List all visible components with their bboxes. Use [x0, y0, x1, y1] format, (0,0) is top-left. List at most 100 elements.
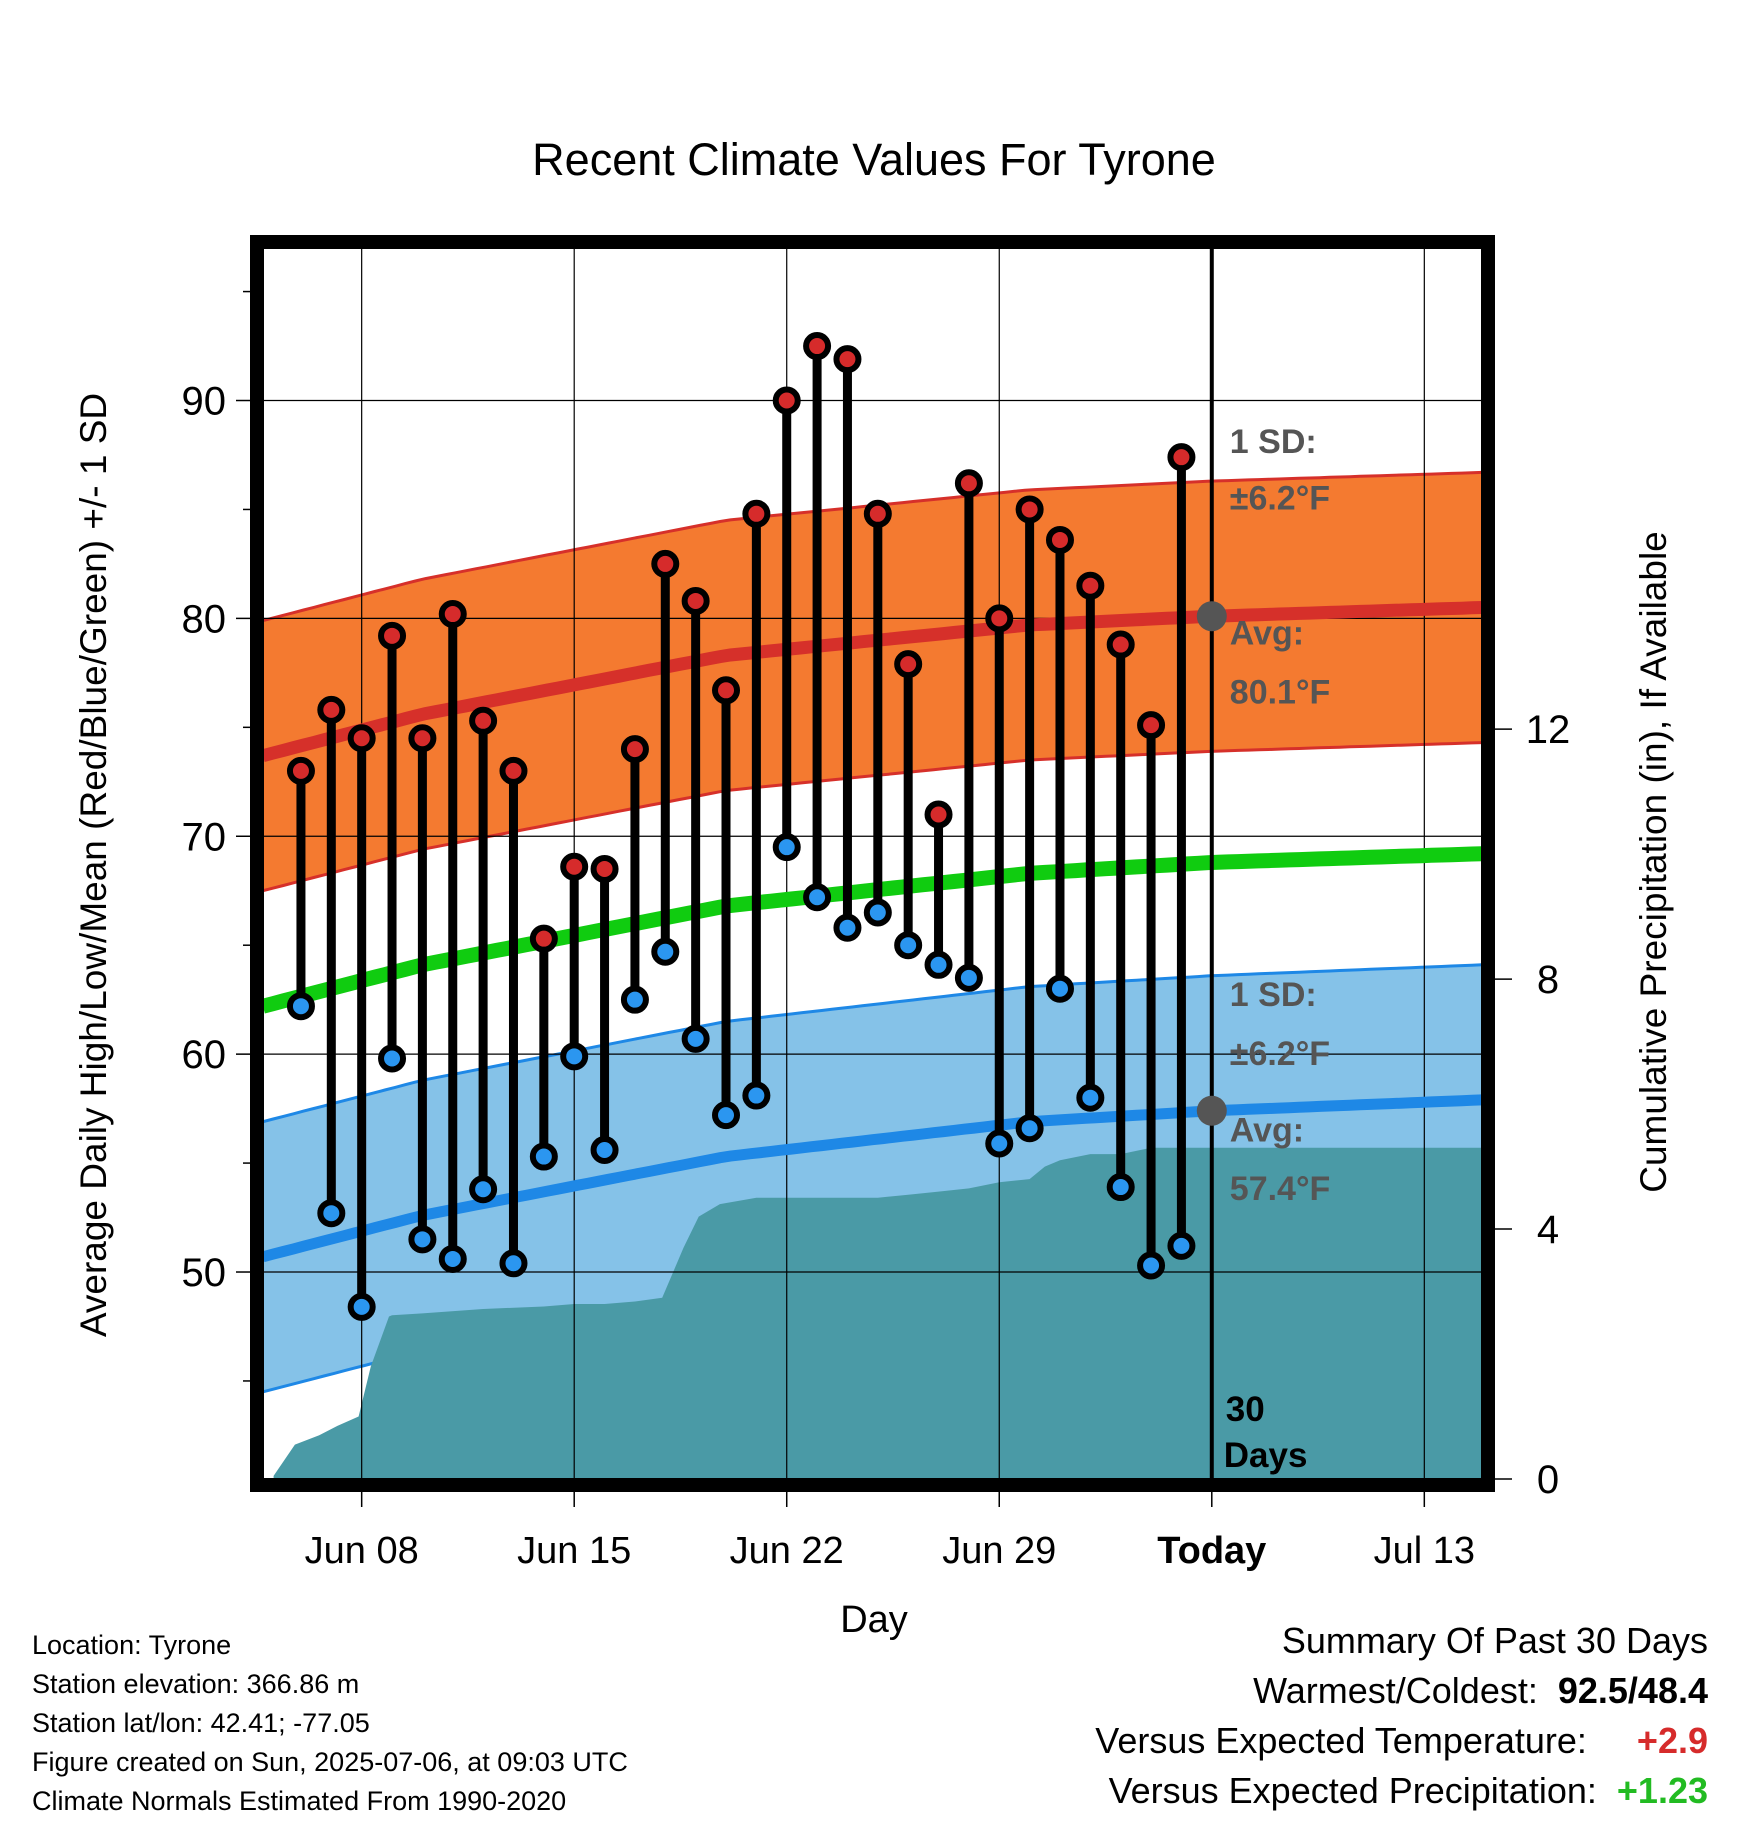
daily-low-point [1015, 1114, 1044, 1143]
daily-low-point [681, 1024, 710, 1053]
daily-low-point [954, 963, 983, 992]
daily-low-point [438, 1244, 467, 1273]
low-sd-value: ±6.2°F [1230, 1035, 1330, 1073]
x-axis-label: Day [840, 1599, 908, 1641]
today-days-number: 30 [1226, 1390, 1265, 1429]
daily-high-point [317, 695, 346, 724]
daily-low-point [1106, 1173, 1135, 1202]
plot-area [263, 248, 1482, 1479]
x-tick-label: Jun 15 [517, 1530, 631, 1572]
avg-low-line [263, 1094, 1482, 1263]
y-tick-label: 80 [182, 597, 227, 641]
daily-low-point [590, 1136, 619, 1165]
daily-low-point [1167, 1231, 1196, 1260]
y2-tick-label: 4 [1537, 1208, 1559, 1252]
summary-precip-value: +1.23 [1616, 1770, 1708, 1811]
daily-high-point [499, 756, 528, 785]
y2-tick-label: 12 [1526, 708, 1571, 752]
y-tick-label: 70 [182, 815, 227, 859]
daily-high-point [1106, 630, 1135, 659]
daily-high-point [529, 924, 558, 953]
avg-mean-line [263, 846, 1482, 1014]
summary-precip: Versus Expected Precipitation: +1.23 [1109, 1770, 1708, 1812]
daily-low-point [1045, 974, 1074, 1003]
low-avg-value: 57.4°F [1230, 1170, 1331, 1208]
daily-high-point [378, 621, 407, 650]
daily-low-point [347, 1292, 376, 1321]
info-created: Figure created on Sun, 2025-07-06, at 09… [32, 1747, 628, 1777]
daily-low-point [469, 1175, 498, 1204]
x-tick-label: Jun 08 [305, 1530, 419, 1572]
daily-high-point [954, 469, 983, 498]
daily-low-point [499, 1249, 528, 1278]
info-latlon: Station lat/lon: 42.41; -77.05 [32, 1708, 370, 1738]
info-normals: Climate Normals Estimated From 1990-2020 [32, 1786, 567, 1816]
low-avg-label: Avg: [1230, 1111, 1304, 1149]
high-avg-label: Avg: [1230, 615, 1304, 653]
daily-low-point [529, 1142, 558, 1171]
daily-high-point [620, 735, 649, 764]
daily-low-point [651, 937, 680, 966]
daily-high-point [985, 604, 1014, 633]
summary-temp-label: Versus Expected Temperature: [1095, 1720, 1587, 1761]
daily-high-point [742, 499, 771, 528]
daily-low-point [833, 913, 862, 942]
high-avg-value: 80.1°F [1230, 673, 1331, 711]
today-days-label: Days [1224, 1436, 1308, 1475]
daily-low-point [408, 1225, 437, 1254]
daily-low-point [1076, 1083, 1105, 1112]
daily-low-point [863, 898, 892, 927]
daily-high-point [347, 724, 376, 753]
summary-temp-value: +2.9 [1636, 1720, 1708, 1761]
daily-high-point [803, 332, 832, 361]
y-tick-label: 50 [182, 1251, 227, 1295]
summary-temp: Versus Expected Temperature: +2.9 [1095, 1720, 1708, 1762]
summary-warm-cold-label: Warmest/Coldest: [1253, 1670, 1538, 1711]
daily-low-point [286, 992, 315, 1021]
high-sd-value: ±6.2°F [1230, 479, 1330, 517]
daily-high-point [560, 852, 589, 881]
daily-high-point [286, 756, 315, 785]
daily-high-point [863, 499, 892, 528]
daily-low-point [742, 1081, 771, 1110]
chart-title: Recent Climate Values For Tyrone [532, 134, 1216, 185]
daily-high-point [1045, 525, 1074, 554]
low-sd-label: 1 SD: [1230, 976, 1317, 1014]
y2-tick-label: 0 [1537, 1458, 1559, 1502]
daily-high-point [833, 345, 862, 374]
daily-high-point [651, 549, 680, 578]
info-elevation: Station elevation: 366.86 m [32, 1669, 360, 1699]
daily-high-point [894, 650, 923, 679]
x-tick-label: Today [1157, 1530, 1266, 1572]
today-avg-low-marker [1196, 1095, 1227, 1126]
plot-frame [250, 235, 1495, 1492]
daily-low-point [1137, 1251, 1166, 1280]
daily-high-point [1167, 443, 1196, 472]
daily-high-point [1137, 711, 1166, 740]
daily-low-point [803, 883, 832, 912]
x-tick-label: Jun 29 [942, 1530, 1056, 1572]
today-avg-high-marker [1196, 601, 1227, 632]
y2-axis-label: Cumulative Precipitation (in), If Availa… [1633, 531, 1674, 1193]
daily-high-point [681, 586, 710, 615]
daily-low-point [620, 985, 649, 1014]
daily-high-point [924, 800, 953, 829]
daily-low-point [924, 950, 953, 979]
y-tick-label: 90 [182, 380, 227, 424]
daily-low-point [985, 1129, 1014, 1158]
x-tick-label: Jul 13 [1374, 1530, 1475, 1572]
y-axis-label: Average Daily High/Low/Mean (Red/Blue/Gr… [73, 393, 114, 1337]
info-location: Location: Tyrone [32, 1630, 232, 1660]
daily-high-point [408, 724, 437, 753]
daily-high-point [712, 676, 741, 705]
summary-heading: Summary Of Past 30 Days [1281, 1620, 1708, 1661]
summary-precip-label: Versus Expected Precipitation: [1108, 1770, 1597, 1811]
daily-high-point [438, 600, 467, 629]
daily-high-point [469, 706, 498, 735]
daily-high-point [772, 386, 801, 415]
daily-high-point [1076, 571, 1105, 600]
x-tick-label: Jun 22 [730, 1530, 844, 1572]
daily-low-point [894, 931, 923, 960]
daily-low-point [378, 1044, 407, 1073]
